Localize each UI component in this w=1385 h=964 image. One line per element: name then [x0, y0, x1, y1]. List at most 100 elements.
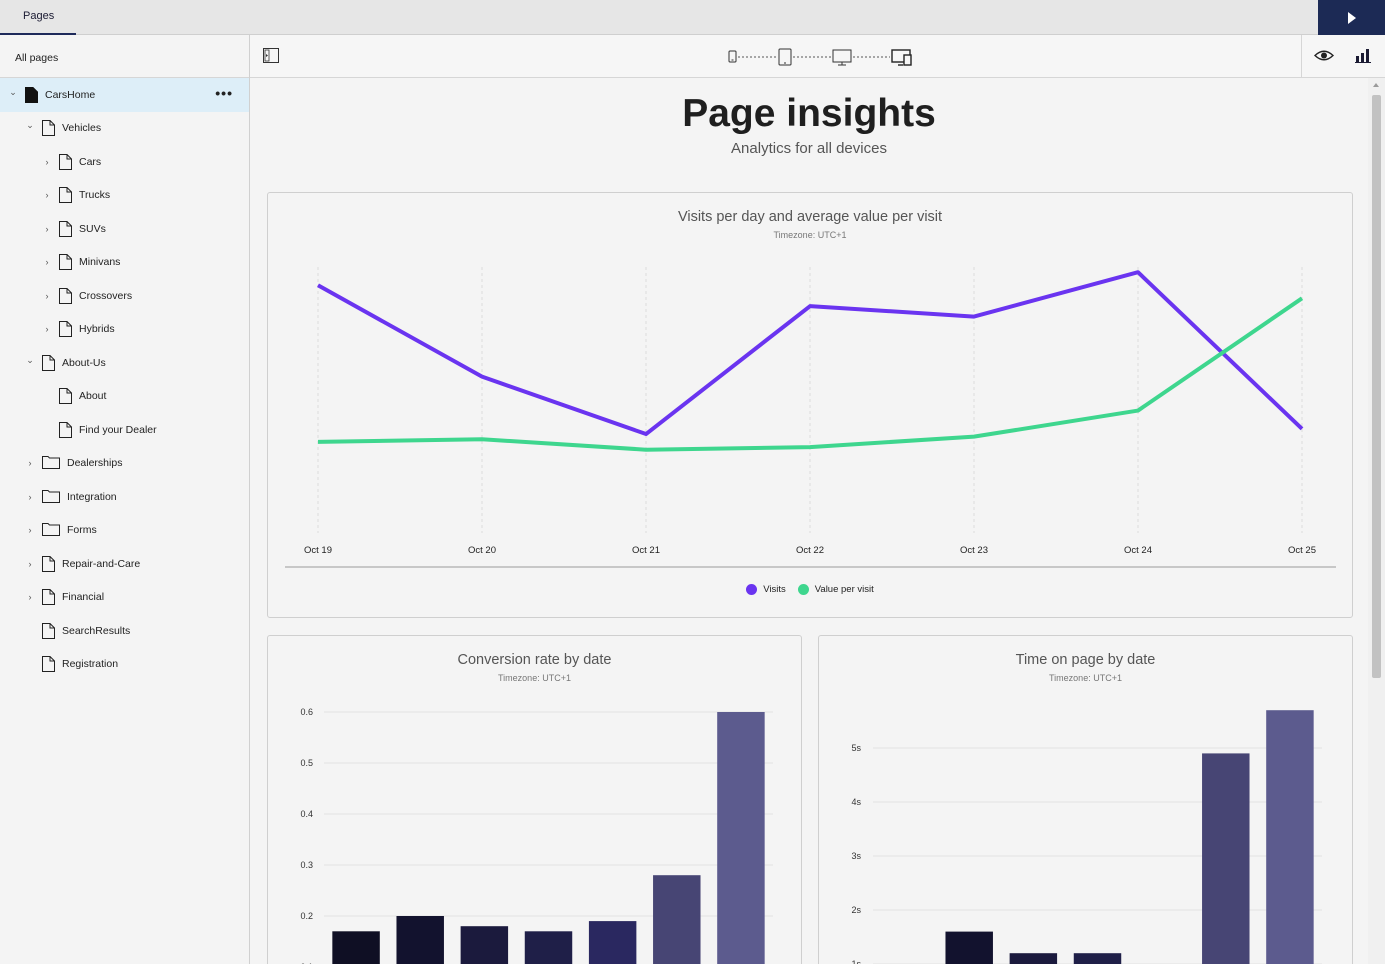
more-options-icon[interactable]: ••• — [215, 85, 233, 101]
conversion-chart-card: Conversion rate by date Timezone: UTC+1 … — [267, 635, 802, 964]
tree-item-repair-and-care[interactable]: › Repair-and-Care — [0, 547, 249, 581]
chevron-down-icon[interactable]: ⌄ — [9, 86, 17, 97]
bar[interactable] — [588, 921, 637, 964]
scroll-up-arrow-icon[interactable] — [1373, 83, 1379, 87]
bar[interactable] — [460, 926, 509, 964]
tree-item-cars[interactable]: › Cars — [0, 145, 249, 179]
chevron-right-icon[interactable]: › — [28, 592, 32, 603]
chart-title: Visits per day and average value per vis… — [677, 209, 943, 225]
preview-play-button[interactable] — [1318, 0, 1385, 35]
chart-title: Conversion rate by date — [457, 652, 612, 668]
page-title: Page insights — [682, 92, 936, 135]
tree-item-forms[interactable]: › Forms — [0, 514, 249, 548]
vertical-scrollbar[interactable] — [1368, 78, 1385, 964]
file-icon — [59, 254, 72, 271]
page-tree: ⌄ CarsHome ••• ⌄ Vehicles › Cars › Trucks › SUVs › M… — [0, 78, 249, 681]
tree-item-integration[interactable]: › Integration — [0, 480, 249, 514]
editor-toolbar — [250, 35, 1385, 78]
eye-icon[interactable] — [1313, 49, 1335, 67]
tree-item-vehicles[interactable]: ⌄ Vehicles — [0, 112, 249, 146]
bar[interactable] — [1009, 953, 1058, 964]
chevron-right-icon[interactable]: › — [28, 558, 32, 569]
visits-line-chart: Oct 19 Oct 20 Oct 21 Oct 22 Oct 23 Oct 24 Oct … — [285, 267, 1336, 568]
tree-item-label: About-Us — [62, 356, 106, 369]
bar[interactable] — [1202, 753, 1250, 964]
file-icon — [59, 321, 72, 338]
tree-item-label: SearchResults — [62, 624, 131, 637]
chart-legend: Visits Value per visit — [268, 584, 1352, 595]
tree-item-label: Crossovers — [79, 289, 133, 302]
chevron-down-icon[interactable]: ⌄ — [26, 120, 34, 131]
x-tick-label: Oct 20 — [468, 545, 496, 556]
bar[interactable] — [1073, 953, 1122, 964]
tree-item-registration[interactable]: Registration — [0, 648, 249, 682]
tree-item-financial[interactable]: › Financial — [0, 581, 249, 615]
tree-item-about[interactable]: About — [0, 380, 249, 414]
bar[interactable] — [332, 931, 380, 964]
chevron-down-icon[interactable]: ⌄ — [26, 354, 34, 365]
tree-item-carshome[interactable]: ⌄ CarsHome ••• — [0, 78, 249, 112]
tree-item-about-us[interactable]: ⌄ About-Us — [0, 346, 249, 380]
tree-item-find-your-dealer[interactable]: Find your Dealer — [0, 413, 249, 447]
file-icon — [42, 555, 55, 572]
tree-item-label: CarsHome — [45, 88, 96, 101]
file-icon — [42, 354, 55, 371]
tablet-icon[interactable] — [778, 48, 792, 66]
file-icon — [59, 220, 72, 237]
tree-item-label: Integration — [67, 490, 117, 503]
play-icon — [1347, 11, 1356, 24]
legend-item-value-per-visit[interactable]: Value per visit — [797, 584, 874, 595]
tree-item-suvs[interactable]: › SUVs — [0, 212, 249, 246]
legend-item-visits[interactable]: Visits — [746, 584, 786, 595]
chevron-right-icon[interactable]: › — [45, 223, 49, 234]
tree-item-label: Repair-and-Care — [62, 557, 141, 570]
tree-item-label: Hybrids — [79, 323, 115, 336]
legend-dot-value-per-visit — [797, 584, 809, 595]
chevron-right-icon[interactable]: › — [45, 290, 49, 301]
toolbar-right-group — [1301, 35, 1385, 78]
chart-subtitle: Timezone: UTC+1 — [773, 230, 847, 240]
tree-item-label: SUVs — [79, 222, 106, 235]
y-tick-label: 4s — [851, 797, 861, 807]
chevron-right-icon[interactable]: › — [45, 156, 49, 167]
visits-chart-card: Visits per day and average value per vis… — [267, 192, 1353, 618]
mobile-icon[interactable] — [728, 50, 737, 63]
tree-item-label: Vehicles — [62, 122, 102, 135]
chevron-right-icon[interactable]: › — [28, 491, 32, 502]
page-subtitle: Analytics for all devices — [731, 140, 887, 157]
chevron-right-icon[interactable]: › — [28, 458, 32, 469]
chevron-right-icon[interactable]: › — [45, 257, 49, 268]
tree-item-searchresults[interactable]: SearchResults — [0, 614, 249, 648]
y-tick-label: 0.2 — [300, 911, 313, 921]
bar[interactable] — [653, 875, 701, 964]
bar[interactable] — [945, 931, 993, 964]
y-tick-label: 0.3 — [300, 860, 313, 870]
chevron-right-icon[interactable]: › — [28, 525, 32, 536]
folder-icon — [42, 455, 60, 471]
conversion-bar-chart: 0.6 0.5 0.4 0.3 0.2 0.1 — [300, 707, 773, 964]
desktop-icon[interactable] — [832, 49, 852, 66]
collapse-panel-icon[interactable] — [263, 48, 279, 68]
time-on-page-chart-card: Time on page by date Timezone: UTC+1 5s 4… — [818, 635, 1353, 964]
tree-item-dealerships[interactable]: › Dealerships — [0, 447, 249, 481]
file-icon — [59, 153, 72, 170]
scroll-thumb[interactable] — [1372, 95, 1381, 678]
tree-item-hybrids[interactable]: › Hybrids — [0, 313, 249, 347]
bar[interactable] — [717, 712, 765, 964]
x-tick-label: Oct 25 — [1288, 545, 1316, 556]
bar[interactable] — [1266, 710, 1314, 964]
chevron-right-icon[interactable]: › — [45, 324, 49, 335]
chevron-right-icon[interactable]: › — [45, 190, 49, 201]
tree-item-crossovers[interactable]: › Crossovers — [0, 279, 249, 313]
bar[interactable] — [396, 916, 444, 964]
x-tick-label: Oct 24 — [1124, 545, 1152, 556]
file-icon — [42, 589, 55, 606]
bar-chart-icon[interactable] — [1355, 48, 1371, 68]
multi-device-icon[interactable] — [891, 49, 912, 66]
tree-item-trucks[interactable]: › Trucks — [0, 179, 249, 213]
tab-pages[interactable]: Pages — [0, 0, 76, 36]
insights-content: Page insights Analytics for all devices … — [250, 78, 1368, 964]
bar[interactable] — [524, 931, 573, 964]
tree-item-minivans[interactable]: › Minivans — [0, 246, 249, 280]
y-tick-label: 0.6 — [300, 707, 313, 717]
